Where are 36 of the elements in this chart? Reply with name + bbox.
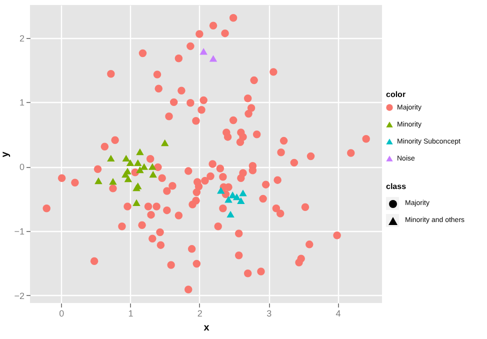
point (134, 159, 142, 166)
point (160, 139, 169, 146)
point (232, 193, 241, 200)
point (124, 175, 132, 182)
point (226, 210, 234, 218)
point (136, 148, 144, 156)
point (140, 163, 148, 170)
legend-title: color (386, 90, 406, 99)
y-tick-label: 0 (19, 162, 24, 172)
point (122, 154, 130, 162)
point (148, 163, 156, 170)
x-tick-label: 1 (128, 308, 134, 318)
point (200, 48, 208, 55)
point (224, 196, 232, 203)
point (237, 197, 245, 204)
text: class (386, 182, 408, 191)
point (136, 166, 144, 174)
y-tick-label: 2 (19, 33, 24, 44)
x-axis-title: x (204, 322, 210, 334)
y-axis-title: y (0, 151, 12, 158)
point (149, 170, 157, 178)
point (107, 154, 115, 162)
point (126, 159, 134, 166)
point (239, 190, 247, 196)
point (109, 178, 117, 185)
y-tick-label: 1 (19, 98, 24, 108)
x-tick-label: 4 (336, 308, 341, 318)
x-tick-label: 0 (59, 308, 64, 318)
y-tick-label: −2 (14, 290, 24, 301)
point (94, 177, 102, 184)
x-tick-label: 2 (197, 308, 202, 318)
y-tick-label: −1 (14, 226, 24, 236)
x-tick-label: 3 (266, 308, 272, 318)
point (132, 199, 140, 206)
point (216, 187, 225, 194)
point (209, 55, 218, 62)
